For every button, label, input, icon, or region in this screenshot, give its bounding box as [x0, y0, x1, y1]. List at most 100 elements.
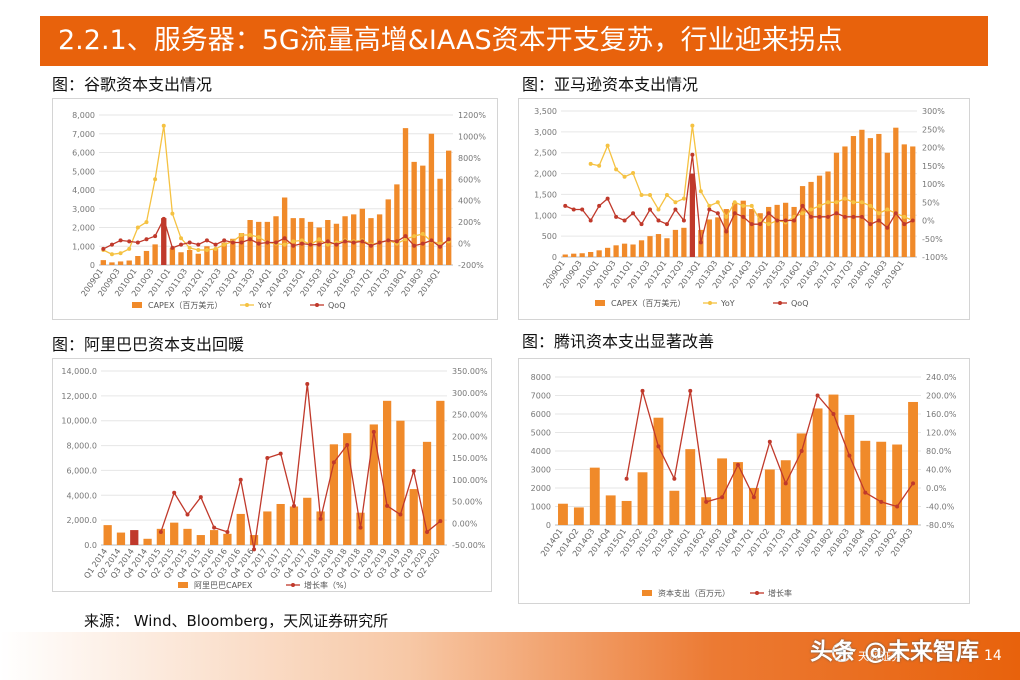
- series-point: [265, 240, 270, 245]
- legend-swatch-bar: [642, 590, 652, 596]
- y2-tick-label: 100%: [922, 180, 945, 189]
- y2-tick-label: 600%: [458, 175, 481, 184]
- series-point: [230, 240, 235, 245]
- bar: [446, 150, 452, 265]
- alibaba-capex-svg: 0.0 2,000.0 4,000.0 6,000.0 8,000.0 10,000.0 1…: [61, 367, 488, 590]
- series-point: [842, 214, 847, 219]
- bar: [908, 401, 918, 525]
- bar: [588, 251, 594, 257]
- google-capex-svg: 0 1,000 2,000 3,000 4,000 5,000 6,000 7,000 8,00…: [72, 111, 486, 310]
- series-point: [834, 211, 839, 216]
- y-tick-label: 6000: [531, 410, 551, 419]
- series-point: [766, 222, 771, 227]
- y2-tick-label: 50.00%: [452, 498, 483, 507]
- series-point: [715, 200, 720, 205]
- series-point: [351, 240, 356, 245]
- series-point: [265, 456, 270, 460]
- series-point: [902, 214, 907, 219]
- legend-swatch-point: [291, 583, 295, 587]
- series-point: [831, 412, 836, 416]
- bar: [766, 206, 772, 257]
- bar: [117, 261, 124, 265]
- series-point: [724, 214, 729, 219]
- series-point: [767, 439, 772, 444]
- series-point: [893, 211, 898, 216]
- series-point: [170, 211, 175, 216]
- bar: [376, 214, 383, 265]
- series-point: [158, 529, 163, 534]
- series-point: [704, 499, 709, 504]
- series-point: [809, 214, 814, 219]
- series-point: [640, 388, 645, 393]
- series-point: [622, 174, 627, 179]
- y-tick-label: 3,000: [72, 205, 95, 214]
- bar: [893, 127, 899, 257]
- series-point: [213, 246, 218, 251]
- bar: [571, 253, 577, 257]
- bar: [411, 161, 417, 265]
- series-point: [681, 196, 686, 201]
- bar: [573, 507, 584, 525]
- series-point: [817, 203, 822, 208]
- bar: [212, 248, 219, 265]
- series-point: [398, 512, 403, 517]
- bar: [420, 165, 426, 265]
- y-tick-label: 0: [546, 521, 551, 530]
- series-point: [707, 203, 712, 208]
- bar: [316, 511, 325, 545]
- bar: [329, 444, 339, 545]
- y2-tick-label: 200.0%: [926, 392, 957, 401]
- bar: [143, 250, 150, 265]
- series-point: [135, 225, 140, 230]
- bar: [833, 152, 840, 257]
- series-point: [403, 234, 408, 239]
- bar: [664, 238, 670, 257]
- bar: [276, 503, 285, 545]
- series-point: [371, 429, 376, 434]
- series-point: [758, 222, 763, 227]
- series-point: [834, 200, 839, 205]
- bar: [436, 400, 445, 545]
- y2-tick-label: 0%: [922, 217, 935, 226]
- amazon-chart-title: 图：亚马逊资本支出情况: [522, 75, 699, 94]
- bar: [859, 129, 865, 257]
- bar: [828, 394, 839, 525]
- y2-tick-label: 150.00%: [452, 454, 488, 463]
- series-point: [571, 207, 576, 212]
- bar: [850, 136, 857, 257]
- series-point: [563, 203, 568, 208]
- legend-swatch-bar: [132, 302, 142, 308]
- bar: [135, 256, 141, 265]
- bar: [876, 441, 887, 525]
- bar: [369, 424, 378, 545]
- y2-tick-label: 150%: [922, 162, 945, 171]
- bar: [394, 184, 400, 265]
- series-point: [673, 200, 678, 205]
- series-point: [170, 245, 175, 250]
- series-point: [690, 123, 695, 128]
- y-tick-label: 6,000: [72, 149, 95, 158]
- series-point: [800, 211, 805, 216]
- y-tick-label: 3,000: [534, 128, 557, 137]
- series-point: [446, 237, 451, 242]
- bar: [681, 227, 687, 257]
- series-point: [605, 143, 610, 148]
- google-chart-title: 图：谷歌资本支出情况: [52, 75, 213, 94]
- series-point: [325, 239, 330, 244]
- series-point: [902, 222, 907, 227]
- series-point: [411, 469, 416, 474]
- series-point: [842, 196, 847, 201]
- series-point: [800, 203, 805, 208]
- bar: [638, 240, 645, 257]
- bar: [647, 236, 653, 257]
- series-point: [385, 503, 390, 508]
- y2-tick-label: 300%: [922, 107, 945, 116]
- bar: [689, 173, 696, 257]
- series-point: [291, 239, 296, 244]
- series-point: [403, 237, 408, 242]
- bar: [812, 408, 823, 525]
- series-point: [851, 214, 856, 219]
- logo-text: 天风证券: [858, 650, 902, 663]
- series-line: [160, 383, 441, 550]
- y-tick-label: 14,000.0: [61, 367, 97, 376]
